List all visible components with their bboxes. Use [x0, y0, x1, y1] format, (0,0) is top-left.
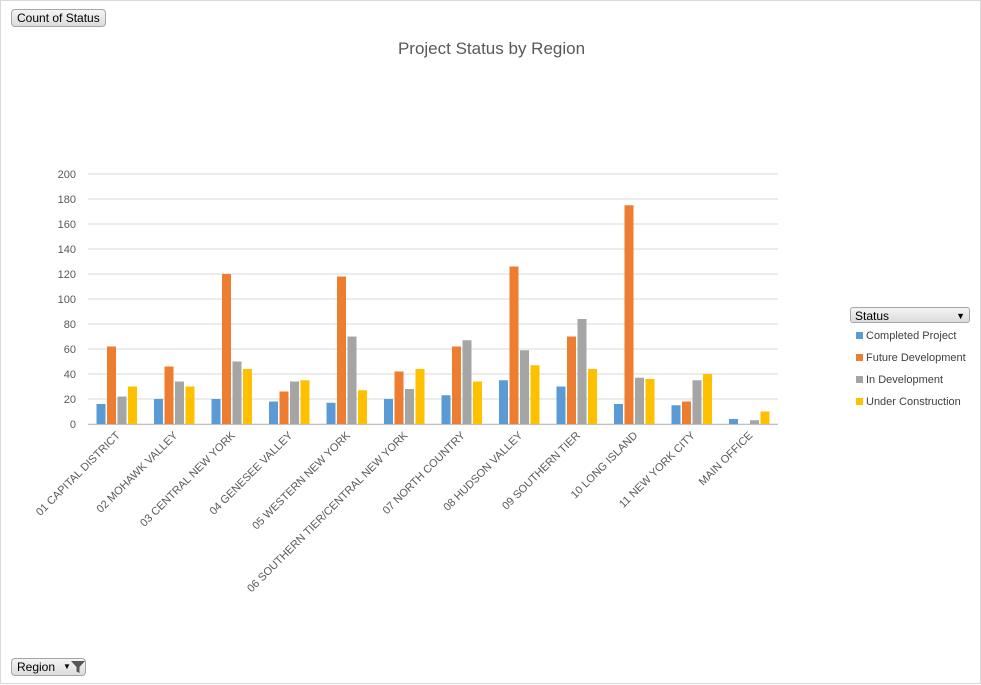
y-tick-label: 60: [64, 344, 76, 356]
bar[interactable]: [473, 381, 482, 425]
legend-label: Future Development: [866, 352, 966, 364]
bar[interactable]: [462, 340, 472, 424]
legend-label: Under Construction: [866, 396, 961, 408]
bar[interactable]: [164, 366, 174, 425]
bar[interactable]: [394, 371, 404, 425]
bar[interactable]: [635, 377, 644, 424]
bar[interactable]: [645, 379, 655, 424]
bar[interactable]: [556, 386, 566, 425]
axis-field-label: Region: [17, 660, 56, 674]
y-tick-label: 80: [64, 319, 76, 331]
bar[interactable]: [243, 369, 252, 424]
y-tick-label: 180: [58, 194, 76, 206]
bar[interactable]: [750, 420, 759, 424]
axis-field-button[interactable]: Region ▼: [11, 658, 86, 676]
bar[interactable]: [729, 419, 738, 424]
legend-swatch: [856, 354, 863, 361]
y-tick-label: 20: [64, 394, 76, 406]
bar[interactable]: [624, 205, 634, 424]
legend-item[interactable]: Completed Project: [856, 329, 957, 343]
values-field-button[interactable]: Count of Status: [11, 9, 106, 27]
bar[interactable]: [232, 361, 242, 425]
bar[interactable]: [441, 395, 451, 424]
bar[interactable]: [703, 374, 712, 424]
bar[interactable]: [588, 369, 597, 424]
bar[interactable]: [290, 381, 299, 425]
y-tick-label: 40: [64, 369, 76, 381]
bar[interactable]: [760, 411, 770, 425]
bar[interactable]: [175, 381, 184, 425]
bar[interactable]: [107, 346, 116, 425]
legend-field-button[interactable]: Status ▼: [850, 307, 970, 323]
y-tick-label: 120: [58, 269, 76, 281]
y-tick-label: 140: [58, 244, 76, 256]
bar[interactable]: [692, 380, 702, 424]
bar[interactable]: [279, 391, 289, 425]
legend-swatch: [856, 376, 863, 383]
legend-label: Completed Project: [866, 330, 957, 342]
bar[interactable]: [211, 399, 221, 424]
bar[interactable]: [567, 336, 576, 425]
bar[interactable]: [358, 390, 367, 424]
bar[interactable]: [300, 380, 310, 424]
bar[interactable]: [96, 404, 106, 424]
x-tick-label: 05 WESTERN NEW YORK: [250, 429, 353, 532]
bar[interactable]: [154, 399, 163, 424]
legend-swatch: [856, 398, 863, 405]
bar[interactable]: [337, 276, 346, 425]
bar[interactable]: [405, 389, 414, 424]
legend-item[interactable]: Future Development: [856, 351, 966, 365]
bar[interactable]: [269, 401, 278, 425]
bar[interactable]: [671, 405, 681, 424]
bar[interactable]: [614, 404, 623, 424]
bar[interactable]: [222, 274, 231, 424]
y-tick-label: 160: [58, 219, 76, 231]
bar[interactable]: [530, 365, 540, 424]
bar[interactable]: [415, 369, 425, 424]
filter-funnel-icon[interactable]: [70, 660, 86, 674]
y-tick-label: 100: [58, 294, 76, 306]
bar[interactable]: [577, 319, 587, 424]
bar[interactable]: [117, 396, 127, 425]
bar[interactable]: [452, 346, 461, 425]
y-tick-label: 0: [70, 419, 76, 431]
legend-item[interactable]: Under Construction: [856, 395, 961, 409]
legend-field-label: Status: [855, 309, 890, 323]
legend-item[interactable]: In Development: [856, 373, 943, 387]
chart-title: Project Status by Region: [397, 39, 586, 58]
bar[interactable]: [499, 380, 508, 424]
legend-label: In Development: [866, 374, 944, 386]
legend-swatch: [856, 332, 863, 339]
dropdown-arrow-icon[interactable]: ▼: [956, 311, 965, 321]
bar[interactable]: [682, 401, 691, 425]
bar[interactable]: [347, 336, 357, 425]
x-tick-label: 03 CENTRAL NEW YORK: [138, 429, 238, 529]
bar[interactable]: [384, 399, 393, 424]
bar[interactable]: [185, 386, 195, 425]
bar[interactable]: [520, 350, 529, 424]
bar[interactable]: [326, 402, 336, 424]
bar[interactable]: [128, 386, 137, 425]
y-tick-label: 200: [58, 169, 76, 181]
x-tick-label: MAIN OFFICE: [697, 430, 756, 489]
bar[interactable]: [509, 266, 519, 425]
dropdown-arrow-icon[interactable]: ▼: [63, 662, 71, 671]
